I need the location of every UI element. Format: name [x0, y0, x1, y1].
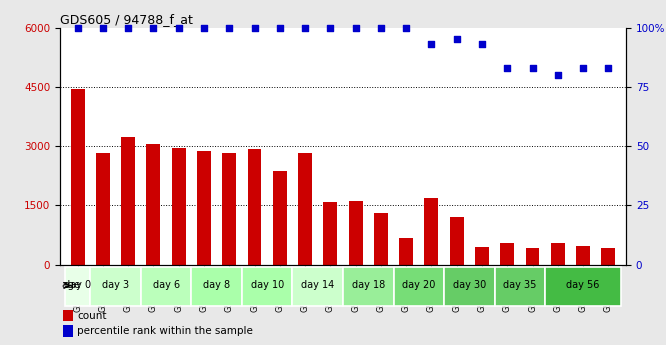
Point — [502, 65, 513, 71]
Bar — [444, 267, 495, 306]
Bar — [324, 201, 337, 265]
Bar — [551, 243, 565, 265]
Bar — [191, 267, 242, 306]
Point — [376, 25, 386, 30]
Text: day 6: day 6 — [153, 280, 180, 290]
Bar — [601, 248, 615, 265]
Bar — [495, 267, 545, 306]
Text: age: age — [61, 280, 81, 290]
Bar — [374, 213, 388, 265]
Text: day 35: day 35 — [503, 280, 537, 290]
Bar — [545, 267, 621, 306]
Point — [401, 25, 412, 30]
Bar — [349, 201, 362, 265]
Bar — [63, 310, 73, 322]
Text: day 0: day 0 — [64, 280, 91, 290]
Point — [148, 25, 159, 30]
Point — [350, 25, 361, 30]
Bar — [197, 151, 211, 265]
Text: day 30: day 30 — [453, 280, 486, 290]
Text: day 20: day 20 — [402, 280, 436, 290]
Text: day 3: day 3 — [102, 280, 129, 290]
Point — [249, 25, 260, 30]
Bar — [63, 325, 73, 337]
Bar — [273, 171, 287, 265]
Bar — [576, 246, 590, 265]
Point — [325, 25, 336, 30]
Bar — [343, 267, 394, 306]
Bar — [475, 247, 489, 265]
Bar — [65, 267, 91, 306]
Point — [198, 25, 209, 30]
Point — [452, 37, 462, 42]
Bar — [222, 153, 236, 265]
Point — [73, 25, 83, 30]
Bar — [424, 198, 438, 265]
Text: day 18: day 18 — [352, 280, 385, 290]
Text: day 56: day 56 — [566, 280, 600, 290]
Bar — [500, 243, 514, 265]
Point — [274, 25, 285, 30]
Bar — [292, 267, 343, 306]
Point — [577, 65, 588, 71]
Text: GDS605 / 94788_f_at: GDS605 / 94788_f_at — [60, 13, 193, 27]
Point — [98, 25, 109, 30]
Bar — [71, 89, 85, 265]
Bar — [91, 267, 141, 306]
Text: count: count — [77, 312, 107, 321]
Point — [553, 72, 563, 78]
Point — [603, 65, 613, 71]
Point — [300, 25, 310, 30]
Text: day 10: day 10 — [250, 280, 284, 290]
Point — [426, 41, 437, 47]
Point — [224, 25, 234, 30]
Bar — [172, 148, 186, 265]
Bar — [399, 238, 413, 265]
Bar — [147, 144, 161, 265]
Bar — [96, 153, 110, 265]
Point — [527, 65, 538, 71]
Text: percentile rank within the sample: percentile rank within the sample — [77, 326, 253, 336]
Point — [123, 25, 133, 30]
Text: day 8: day 8 — [203, 280, 230, 290]
Bar — [450, 217, 464, 265]
Point — [477, 41, 488, 47]
Bar — [298, 153, 312, 265]
Bar — [121, 137, 135, 265]
Bar — [525, 248, 539, 265]
Bar — [394, 267, 444, 306]
Bar — [141, 267, 191, 306]
Text: day 14: day 14 — [301, 280, 334, 290]
Point — [173, 25, 184, 30]
Bar — [248, 149, 262, 265]
Bar — [242, 267, 292, 306]
